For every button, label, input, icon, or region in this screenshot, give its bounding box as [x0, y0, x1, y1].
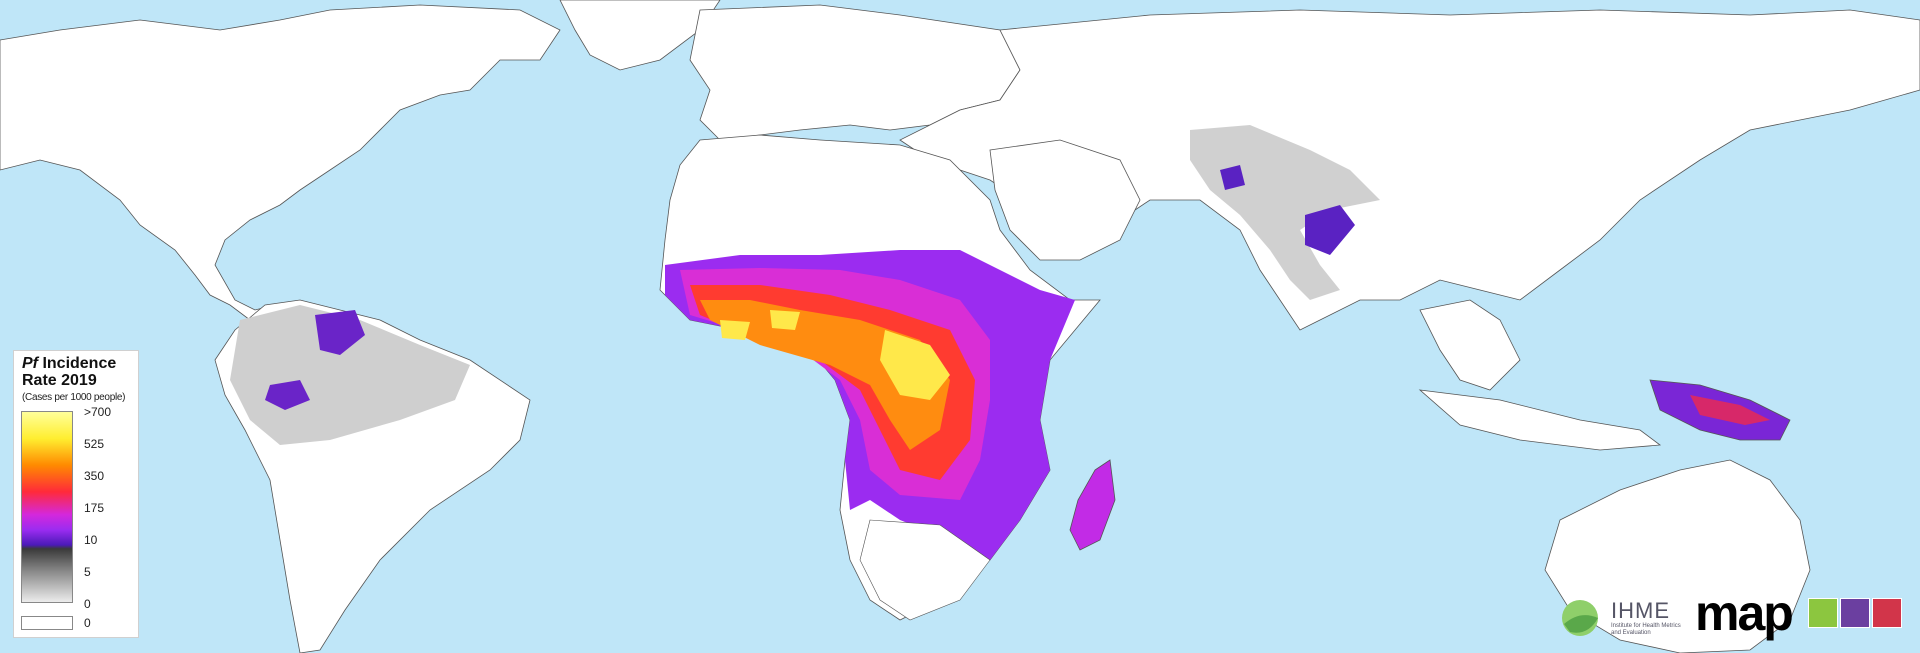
asia-tile-icon — [1872, 598, 1902, 628]
ihme-globe-icon — [1562, 600, 1598, 636]
africa-south — [859, 519, 991, 621]
americas-tile-icon — [1808, 598, 1838, 628]
india-low — [1220, 165, 1355, 255]
europe — [689, 4, 1021, 141]
legend-tick-175: 175 — [84, 501, 105, 515]
color-ramp — [21, 411, 73, 603]
legend-zero-label: 0 — [84, 616, 91, 630]
africa-yellow — [720, 310, 950, 400]
arabia — [989, 139, 1141, 261]
legend-title-rest: Incidence Rate 2019 — [22, 355, 117, 389]
legend-tick-5: 5 — [84, 565, 91, 579]
north-america — [0, 4, 561, 326]
south-america-low — [265, 310, 365, 410]
asia — [899, 9, 1920, 331]
legend-tick-0: 0 — [84, 597, 91, 611]
greenland — [559, 0, 721, 71]
ihme-logo-subtext: Institute for Health Metrics and Evaluat… — [1611, 623, 1681, 636]
southeast-asia — [1419, 299, 1521, 391]
legend-title: Pf Incidence Rate 2019 — [22, 355, 142, 389]
legend-tick-350: 350 — [84, 469, 105, 483]
logos: IHME Institute for Health Metrics and Ev… — [1555, 585, 1915, 642]
new-guinea-hot — [1690, 395, 1770, 425]
legend-tick-525: 525 — [84, 437, 105, 451]
ihme-logo-text: IHME — [1611, 598, 1670, 623]
legend-zero-box — [21, 616, 73, 630]
indonesia — [1418, 389, 1662, 451]
legend: Pf Incidence Rate 2019 (Cases per 1000 p… — [13, 350, 139, 638]
map-logo-text: map — [1695, 585, 1794, 641]
legend-subtitle: (Cases per 1000 people) — [22, 392, 126, 403]
map-logo-tiles — [1808, 598, 1904, 633]
africa-tile-icon — [1840, 598, 1870, 628]
madagascar — [1069, 459, 1116, 551]
legend-tick-10: 10 — [84, 533, 98, 547]
south-america-grey — [230, 305, 470, 445]
legend-tick-700: >700 — [84, 405, 112, 419]
legend-title-pf: Pf — [22, 355, 38, 372]
